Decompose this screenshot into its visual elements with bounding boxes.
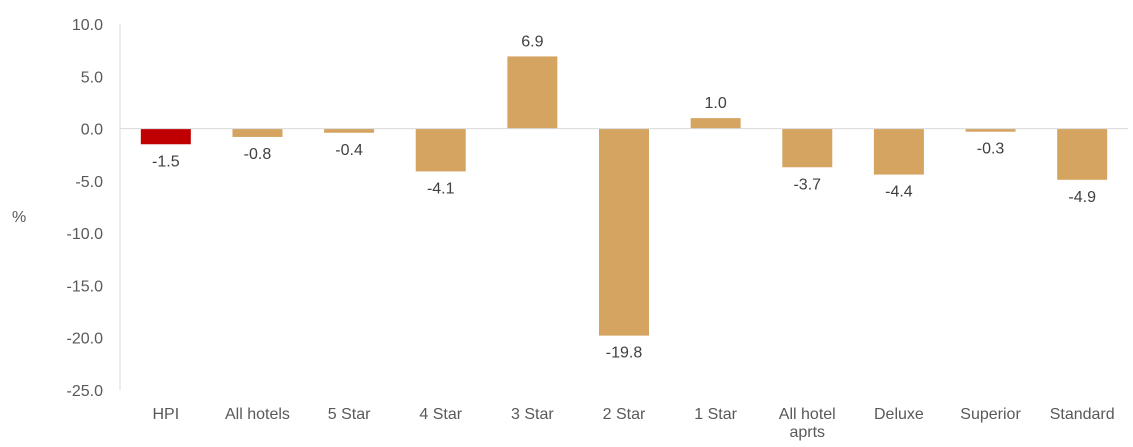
x-tick-label: 3 Star — [511, 406, 554, 423]
y-tick-label: -5.0 — [75, 174, 103, 191]
data-label: 1.0 — [705, 95, 727, 112]
data-label: -1.5 — [152, 153, 180, 170]
bar — [232, 128, 283, 137]
y-tick-label: -10.0 — [67, 226, 104, 243]
bars — [140, 56, 1108, 336]
y-tick-label: 5.0 — [81, 69, 103, 86]
x-tick-label: Standard — [1050, 406, 1115, 423]
x-tick-label: Superior — [960, 406, 1021, 423]
data-label: -3.7 — [793, 176, 821, 193]
bar — [965, 128, 1016, 132]
x-tick-label: Deluxe — [874, 406, 924, 423]
x-tick-label: 2 Star — [603, 406, 646, 423]
bar — [599, 128, 649, 336]
x-tick-label: 1 Star — [694, 406, 737, 423]
x-tick-label: 5 Star — [328, 406, 371, 423]
data-label: -4.9 — [1068, 189, 1096, 206]
y-tick-label: -25.0 — [67, 383, 104, 400]
bar — [140, 128, 191, 145]
y-axis-label: % — [12, 209, 26, 226]
bar — [324, 128, 375, 133]
bar — [690, 118, 741, 129]
x-tick-label: All hotels — [225, 406, 290, 423]
data-label: -4.1 — [427, 180, 455, 197]
y-tick-label: -20.0 — [67, 331, 104, 348]
data-label: -4.4 — [885, 184, 913, 201]
y-tick-label: -15.0 — [67, 278, 104, 295]
y-axis-ticks: 10.0 5.0 0.0 -5.0 -10.0 -15.0 -20.0 -25.0 — [67, 17, 104, 400]
data-label: -19.8 — [606, 345, 643, 362]
bar — [873, 128, 924, 175]
bar — [1057, 128, 1108, 180]
y-tick-label: 10.0 — [72, 17, 103, 34]
x-tick-label: HPI — [152, 406, 179, 423]
data-labels: -1.5 -0.8 -0.4 -4.1 6.9 -19.8 1.0 -3.7 -4.4 -0.3 -… — [152, 33, 1096, 361]
data-label: -0.3 — [977, 141, 1005, 158]
data-label: -0.8 — [244, 146, 272, 163]
data-label: 6.9 — [521, 33, 543, 50]
bar — [415, 128, 466, 172]
x-axis-labels: HPI All hotels 5 Star 4 Star 3 Star 2 Star 1 S… — [152, 406, 1114, 441]
data-label: -0.4 — [335, 142, 363, 159]
bar — [507, 56, 558, 129]
x-tick-label: All hotel aprts — [779, 406, 836, 441]
x-tick-label: 4 Star — [419, 406, 462, 423]
bar — [782, 128, 833, 168]
y-tick-label: 0.0 — [81, 122, 103, 139]
